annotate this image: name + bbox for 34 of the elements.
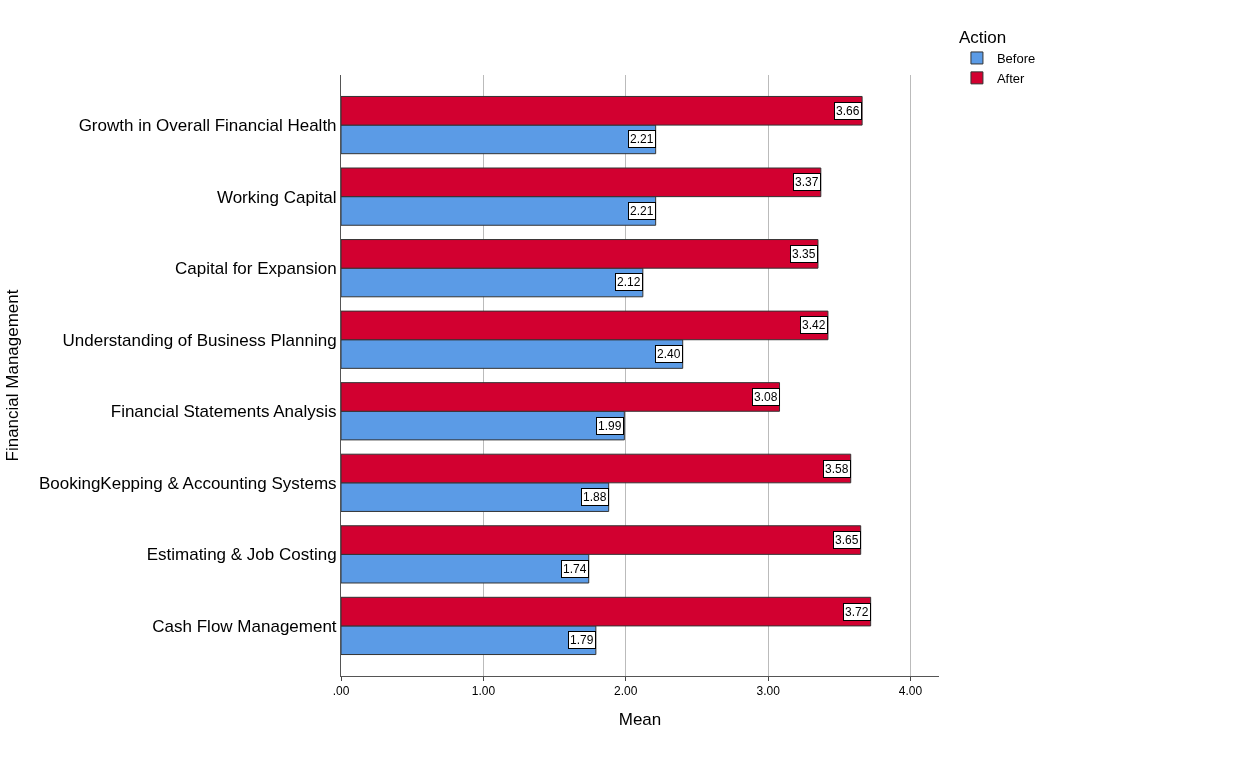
data-label: 3.66 <box>836 104 860 118</box>
legend-label: After <box>996 70 1026 86</box>
y-axis-title: Financial Management <box>3 289 23 462</box>
x-tick-label: 1.00 <box>471 684 496 699</box>
data-label: 3.58 <box>825 462 849 476</box>
data-label: 1.74 <box>563 562 587 576</box>
data-label: 2.21 <box>630 132 654 146</box>
legend-label: Before <box>996 51 1036 67</box>
data-label: 3.08 <box>754 390 778 404</box>
x-tick-label: 4.00 <box>898 684 923 699</box>
data-label: 1.88 <box>583 490 607 504</box>
data-label: 2.21 <box>630 204 654 218</box>
data-label: 3.72 <box>845 605 869 619</box>
x-axis-title: Mean <box>618 709 662 729</box>
data-label: 3.65 <box>835 533 859 547</box>
data-label: 2.12 <box>617 275 641 289</box>
y-tick-label: Capital for Expansion <box>175 259 337 279</box>
data-label: 2.40 <box>657 347 681 361</box>
y-tick-label: Financial Statements Analysis <box>110 402 337 422</box>
data-label: 3.42 <box>802 318 826 332</box>
y-tick-label: Cash Flow Management <box>152 616 337 636</box>
y-tick-label: Estimating & Job Costing <box>146 545 337 565</box>
x-tick-label: .00 <box>332 684 350 699</box>
data-label: 1.79 <box>570 633 594 647</box>
legend-title: Action <box>958 28 1007 48</box>
data-label: 1.99 <box>598 419 622 433</box>
data-label: 3.35 <box>792 247 816 261</box>
x-tick-label: 2.00 <box>614 684 638 699</box>
y-tick-label: Working Capital <box>216 187 337 207</box>
x-tick-label: 3.00 <box>756 684 781 699</box>
data-label: 3.37 <box>795 175 819 189</box>
y-tick-label: BookingKepping & Accounting Systems <box>38 473 337 493</box>
y-tick-label: Growth in Overall Financial Health <box>78 116 337 136</box>
y-tick-label: Understanding of Business Planning <box>62 330 337 350</box>
